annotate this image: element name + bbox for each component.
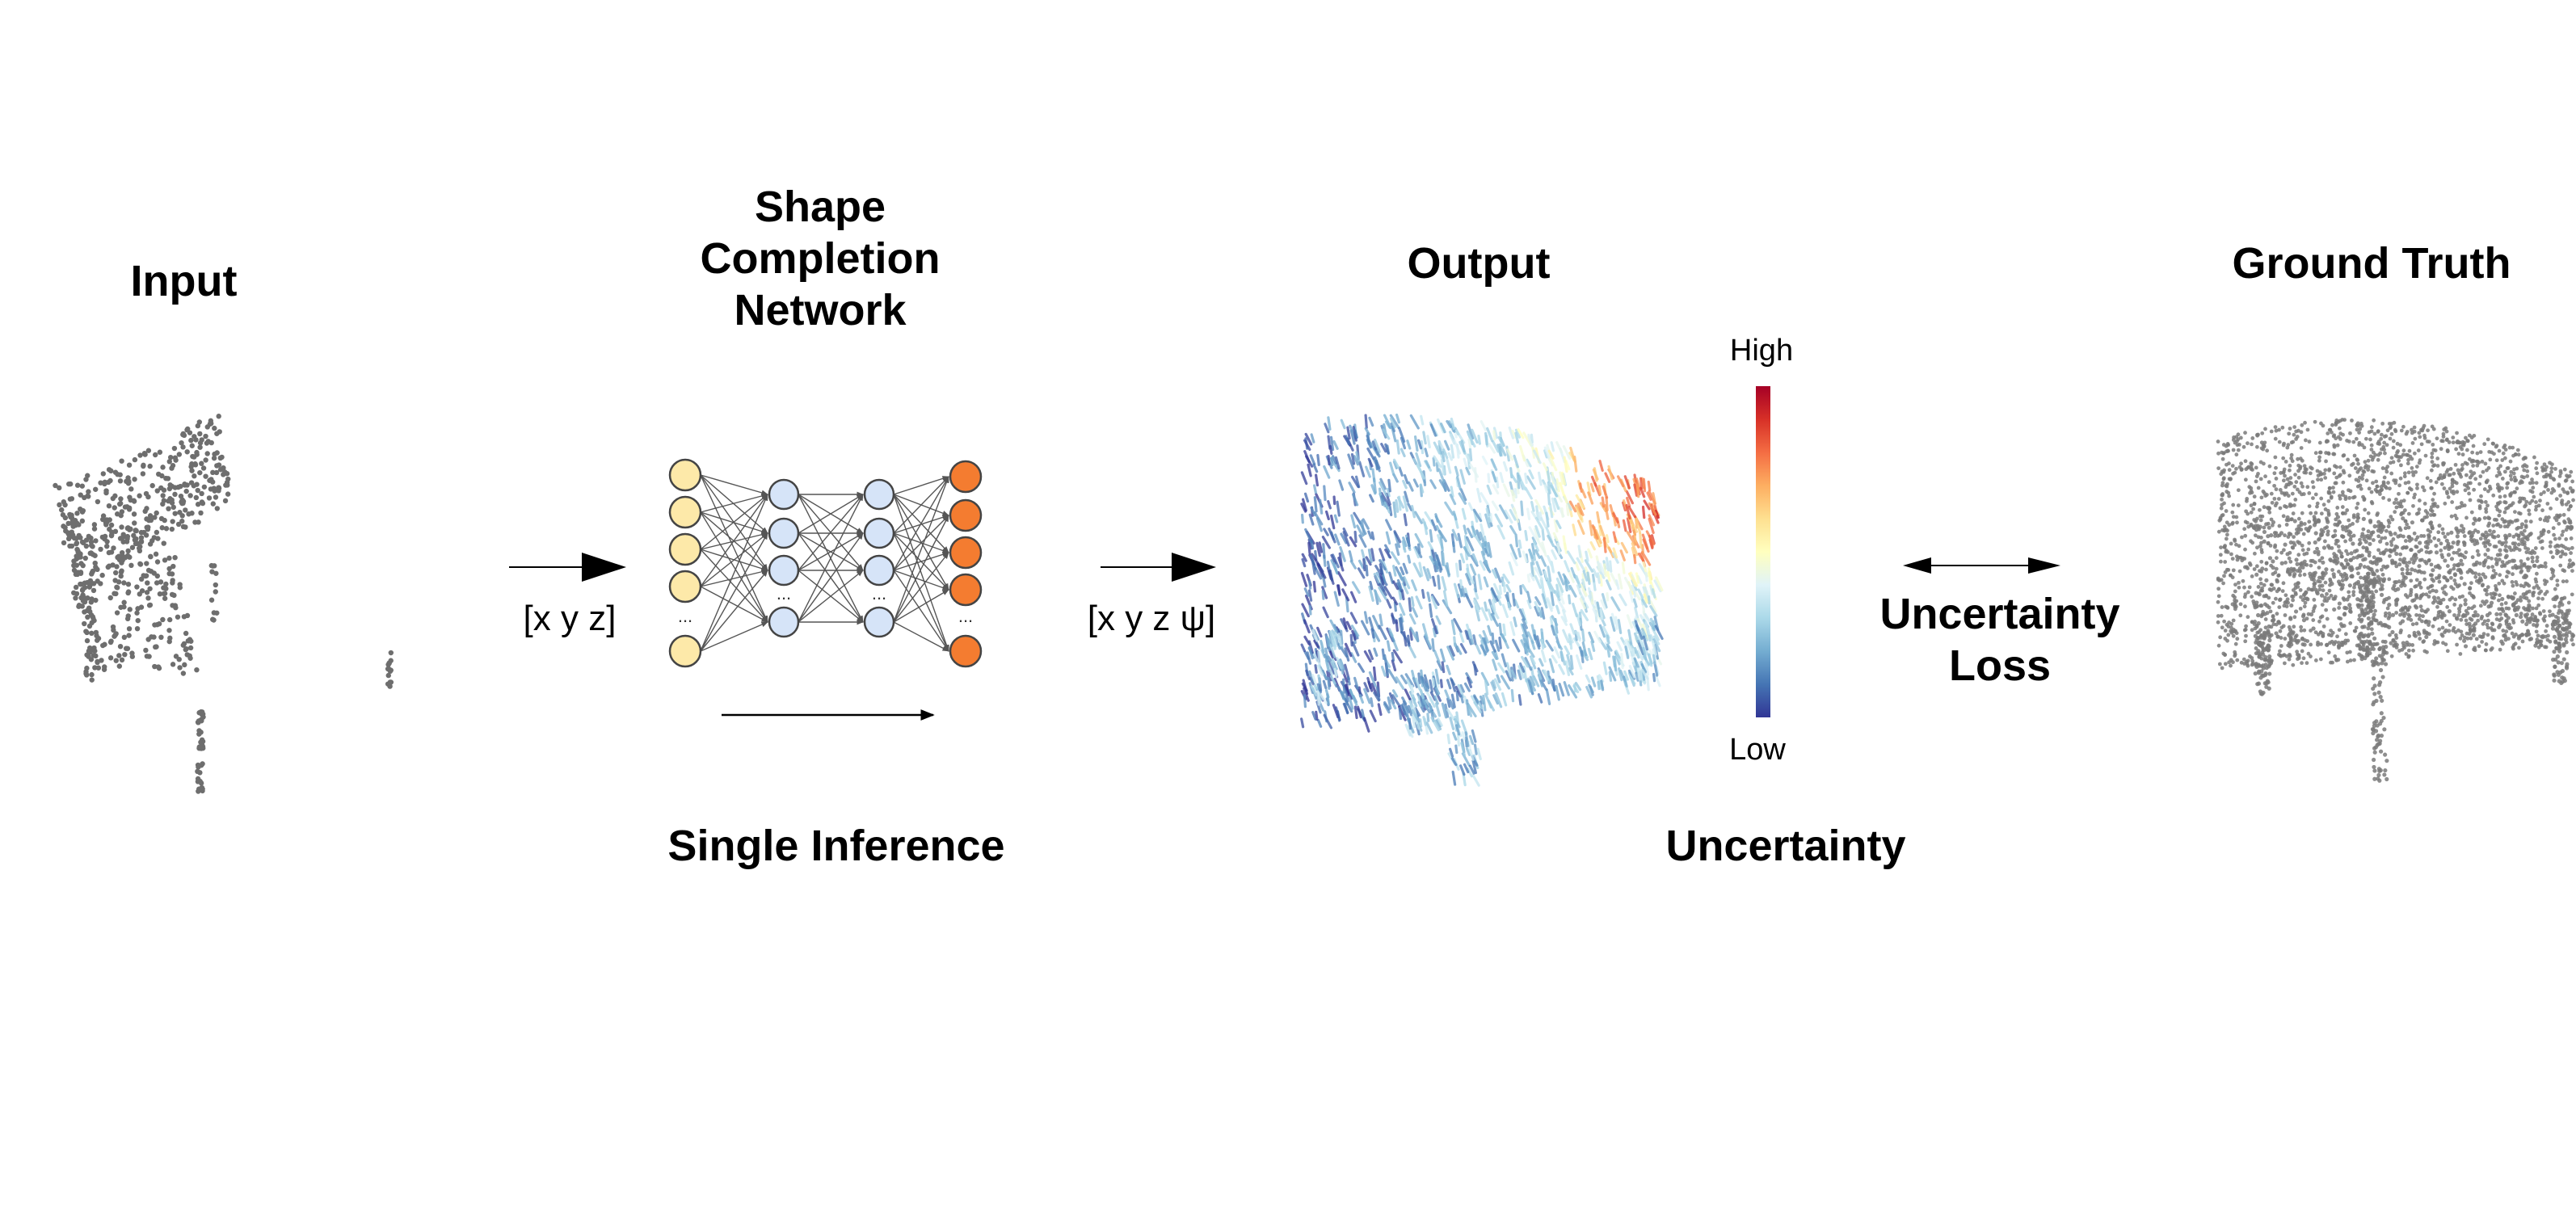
input-vector-label: [x y z]	[523, 599, 617, 638]
network-edge	[700, 549, 768, 623]
network-edge	[700, 474, 768, 496]
output-node	[949, 573, 983, 607]
input-node	[668, 532, 702, 566]
complete-chair-point-cloud	[2216, 418, 2576, 783]
network-title-line2: Completion	[700, 234, 941, 283]
network-edge	[798, 494, 864, 571]
output-node	[949, 460, 983, 494]
output-node	[949, 498, 983, 532]
network-edge	[893, 476, 949, 623]
network-edge	[700, 532, 768, 587]
output-vector-label: [x y z ψ]	[1087, 599, 1216, 638]
network-nodes	[668, 458, 983, 668]
input-node	[668, 570, 702, 603]
output-arrow	[1101, 553, 1216, 582]
network-edge	[893, 515, 949, 623]
output-node	[949, 634, 983, 668]
partial-chair-point-cloud	[53, 414, 394, 794]
network-edge	[893, 476, 949, 495]
network-edge	[893, 515, 949, 571]
network-edges	[700, 474, 949, 652]
uncertainty-loss-line1: Uncertainty	[1879, 590, 2120, 638]
network-edge	[700, 586, 768, 623]
neural-network-diagram	[668, 458, 983, 668]
input-layer-ellipsis: ...	[678, 606, 692, 626]
network-edge	[700, 494, 768, 587]
network-edge	[798, 532, 864, 571]
input-arrow	[509, 553, 626, 582]
network-edge	[700, 532, 768, 652]
network-edge	[893, 476, 949, 534]
network-edge	[893, 552, 949, 571]
network-edge	[893, 532, 949, 652]
network-edge	[893, 589, 949, 623]
uncertainty-loss-label: Uncertainty Loss	[1842, 588, 2157, 692]
colorbar-low-label: Low	[1729, 733, 1786, 767]
network-edge	[798, 494, 864, 623]
output-layer-ellipsis: ...	[958, 606, 973, 626]
network-title-line3: Network	[734, 286, 907, 334]
hidden-node	[768, 478, 800, 511]
hidden-layer1-ellipsis: ...	[777, 583, 791, 603]
network-edge	[700, 621, 768, 652]
uncertainty-loss-line2: Loss	[1948, 641, 2052, 690]
output-node	[949, 536, 983, 570]
output-title: Output	[1407, 239, 1551, 288]
input-node	[668, 495, 702, 529]
network-edge	[893, 494, 949, 652]
input-node	[668, 458, 702, 492]
input-title: Input	[130, 257, 238, 305]
network-edge	[700, 569, 768, 587]
hidden-node	[863, 554, 895, 587]
network-edge	[893, 570, 949, 652]
hidden-node	[863, 517, 895, 549]
hidden-node	[863, 478, 895, 511]
uncertainty-colorbar	[1756, 386, 1770, 717]
single-inference-label: Single Inference	[667, 822, 1005, 870]
network-title-line1: Shape	[754, 183, 886, 231]
network-edge	[798, 570, 864, 623]
network-edge	[893, 570, 949, 591]
network-edge	[798, 532, 864, 623]
ground-truth-title: Ground Truth	[2232, 239, 2511, 288]
network-edge	[893, 494, 949, 591]
network-edge	[700, 474, 768, 534]
hidden-node	[768, 606, 800, 638]
network-edge	[700, 570, 768, 652]
uncertainty-colored-chair-point-cloud	[1300, 413, 1664, 787]
hidden-node	[768, 554, 800, 587]
uncertainty-loss-double-arrow	[1903, 557, 2060, 574]
network-edge	[893, 621, 949, 652]
network-edge	[700, 511, 768, 623]
network-edge	[700, 494, 768, 652]
network-edge	[893, 552, 949, 623]
hidden-layer2-ellipsis: ...	[872, 583, 886, 603]
network-edge	[893, 476, 949, 571]
hidden-node	[863, 606, 895, 638]
network-title: Shape Completion Network	[659, 181, 982, 336]
network-edge	[798, 494, 864, 534]
hidden-node	[768, 517, 800, 549]
colorbar-high-label: High	[1729, 334, 1794, 368]
network-edge	[700, 493, 768, 513]
input-node	[668, 634, 702, 668]
uncertainty-label: Uncertainty	[1665, 822, 1906, 870]
network-edge	[700, 511, 768, 534]
network-edge	[700, 474, 768, 623]
network-edge	[700, 494, 768, 550]
